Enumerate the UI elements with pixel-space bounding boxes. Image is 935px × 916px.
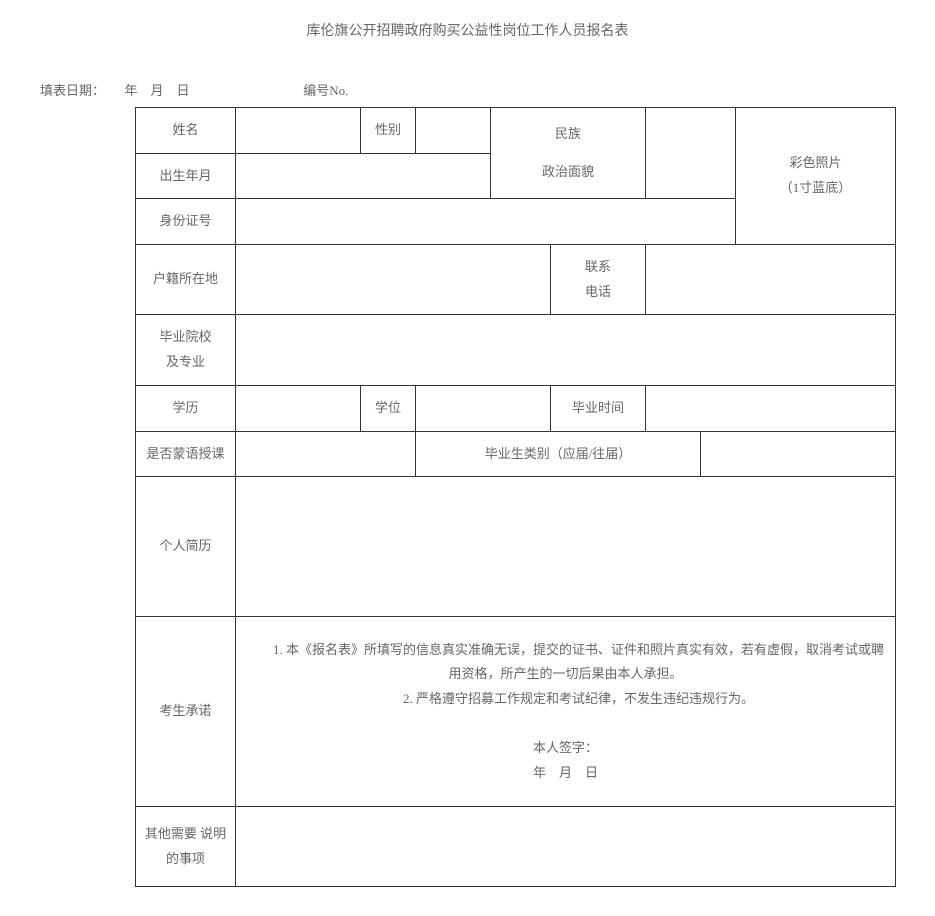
value-school — [236, 315, 896, 385]
label-political: 政治面貌 — [497, 160, 639, 185]
label-idnumber: 身份证号 — [136, 199, 236, 245]
label-resume: 个人简历 — [136, 477, 236, 617]
value-grad-type — [701, 431, 896, 477]
fill-date-value: 年 月 日 — [125, 83, 190, 98]
value-edu — [236, 385, 361, 431]
pledge-date: 年 月 日 — [242, 761, 889, 786]
value-idnumber — [236, 199, 736, 245]
value-degree — [416, 385, 551, 431]
value-name — [236, 108, 361, 154]
photo-box: 彩色照片 （1寸蓝底） — [736, 108, 896, 245]
value-mongolian — [236, 431, 416, 477]
label-school: 毕业院校 及专业 — [136, 315, 236, 385]
label-gender: 性别 — [361, 108, 416, 154]
value-grad-time — [646, 385, 896, 431]
label-dob: 出生年月 — [136, 153, 236, 199]
value-residence — [236, 245, 551, 315]
other-line1: 其他需要 说明 — [142, 822, 229, 847]
phone-line1: 联系 — [557, 255, 639, 280]
registration-form-table: 姓名 性别 民族 政治面貌 彩色照片 （1寸蓝底） 出生年月 身份证号 户籍所在… — [135, 107, 896, 887]
serial-label: 编号No. — [303, 80, 348, 99]
page-title: 库伦旗公开招聘政府购买公益性岗位工作人员报名表 — [40, 20, 895, 40]
value-resume — [236, 477, 896, 617]
pledge-p2: 2. 严格遵守招募工作规定和考试纪律，不发生违纪违规行为。 — [242, 687, 889, 712]
photo-line1: 彩色照片 — [742, 151, 889, 176]
other-line2: 的事项 — [142, 847, 229, 872]
label-degree: 学位 — [361, 385, 416, 431]
school-line1: 毕业院校 — [142, 325, 229, 350]
value-phone — [646, 245, 896, 315]
label-grad-time: 毕业时间 — [551, 385, 646, 431]
label-pledge: 考生承诺 — [136, 617, 236, 807]
label-ethnicity-political: 民族 政治面貌 — [491, 108, 646, 199]
label-phone: 联系 电话 — [551, 245, 646, 315]
school-line2: 及专业 — [142, 350, 229, 375]
meta-row: 填表日期： 年 月 日 编号No. — [40, 80, 895, 99]
pledge-p1: 1. 本《报名表》所填写的信息真实准确无误，提交的证书、证件和照片真实有效，若有… — [242, 638, 889, 687]
phone-line2: 电话 — [557, 280, 639, 305]
label-other: 其他需要 说明 的事项 — [136, 807, 236, 887]
value-dob — [236, 153, 491, 199]
photo-line2: （1寸蓝底） — [742, 176, 889, 201]
pledge-cell: 1. 本《报名表》所填写的信息真实准确无误，提交的证书、证件和照片真实有效，若有… — [236, 617, 896, 807]
value-ethnicity-political — [646, 108, 736, 199]
value-other — [236, 807, 896, 887]
label-ethnicity: 民族 — [497, 122, 639, 147]
label-name: 姓名 — [136, 108, 236, 154]
fill-date-label: 填表日期： — [40, 83, 105, 98]
label-grad-type: 毕业生类别（应届/往届） — [416, 431, 701, 477]
value-gender — [416, 108, 491, 154]
pledge-sign: 本人签字： — [242, 736, 889, 761]
label-mongolian: 是否蒙语授课 — [136, 431, 236, 477]
label-residence: 户籍所在地 — [136, 245, 236, 315]
label-edu: 学历 — [136, 385, 236, 431]
